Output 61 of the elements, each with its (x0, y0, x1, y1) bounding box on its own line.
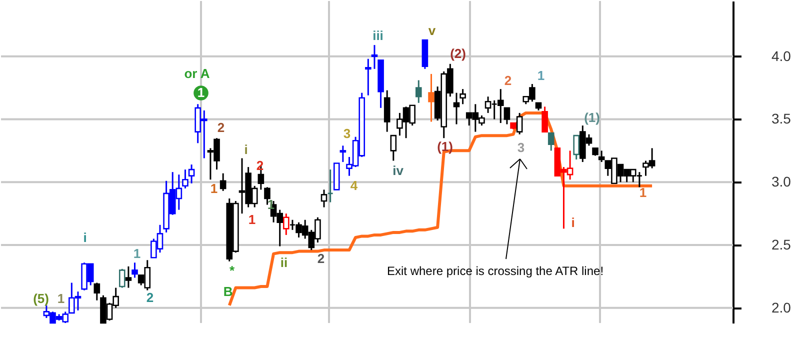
annotation: ii (280, 255, 288, 270)
candlestick (504, 107, 510, 126)
candlestick (220, 172, 226, 192)
annotation: B (223, 284, 233, 299)
annotation: (1) (584, 110, 600, 125)
candlestick (125, 266, 132, 289)
candlestick (132, 262, 138, 278)
annotation: 1 (210, 181, 218, 196)
candlestick (188, 164, 195, 184)
candlestick (598, 150, 605, 163)
annotation: 1 (639, 185, 647, 200)
annotation: 1 (537, 68, 545, 83)
annotation: 3 (517, 140, 525, 155)
candlestick (415, 79, 422, 104)
candlestick (365, 58, 372, 96)
annotation: or A (184, 66, 210, 81)
annotation: 3 (343, 126, 351, 141)
annotation: 2 (217, 120, 225, 135)
candlestick (340, 144, 346, 163)
y-tick-label: 2.0 (772, 299, 792, 316)
annotation: 1 (248, 212, 256, 227)
candlestick (428, 73, 434, 122)
candlestick (384, 90, 390, 133)
candlestick (283, 212, 290, 236)
candlestick (516, 112, 523, 136)
annotation: i (83, 230, 87, 245)
annotation: Exit where price is crossing the ATR line! (387, 264, 604, 278)
candlestick (320, 188, 328, 208)
annotation: 2 (317, 251, 325, 266)
y-tick-label: 3.5 (772, 110, 792, 127)
y-tick-label: 4.0 (772, 48, 792, 64)
annotation: i (244, 142, 248, 157)
candlestick (327, 168, 334, 203)
candlestick (118, 268, 126, 289)
annotation: 4 (350, 178, 358, 193)
candlestick (460, 88, 466, 105)
annotation: (5) (33, 291, 49, 306)
annotation: 1 (133, 246, 141, 261)
y-tick-label: 2.5 (772, 236, 792, 253)
annotation: * (229, 263, 236, 278)
candlestick (573, 134, 580, 160)
candlestick (453, 92, 460, 126)
y-tick-label: 3.0 (772, 174, 792, 190)
annotation: iii (372, 28, 384, 43)
annotation: v (428, 23, 436, 38)
candlestick (390, 134, 397, 162)
annotation: 2 (146, 290, 154, 305)
annotation: iv (392, 163, 404, 178)
annotation: 1 (57, 291, 65, 306)
candlestick (542, 106, 548, 133)
annotation: 1 (197, 85, 205, 100)
annotation: 1 (267, 197, 275, 212)
annotation: 2 (256, 158, 264, 173)
annotation: (1) (437, 139, 453, 154)
candlestick (94, 282, 100, 302)
annotation: 2 (504, 73, 512, 88)
annotation: i (571, 215, 575, 230)
annotation: (2) (450, 46, 466, 61)
candlestick (371, 44, 378, 70)
candlestick (548, 132, 554, 152)
candlestick (182, 168, 188, 190)
